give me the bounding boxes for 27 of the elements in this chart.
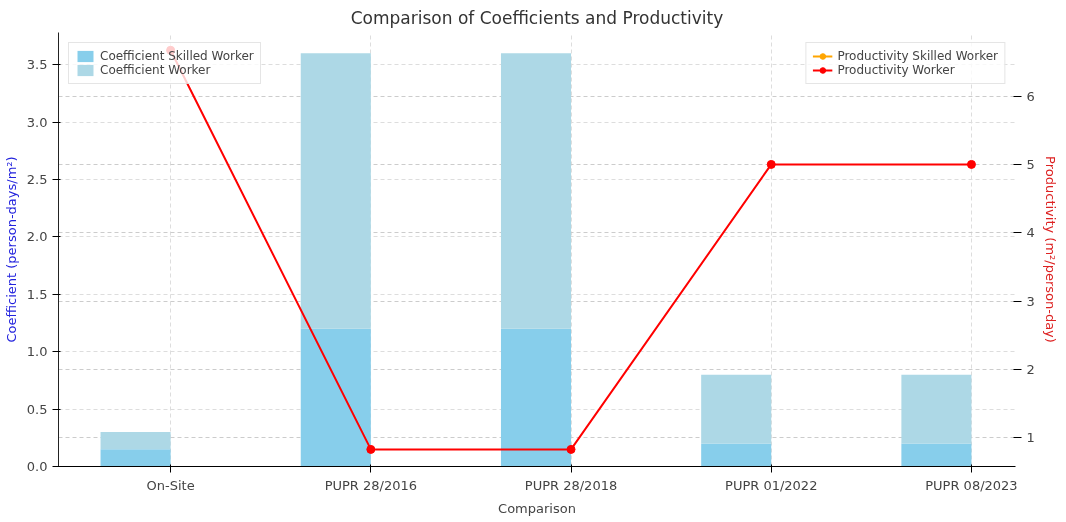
y-tick-label: 2.5: [26, 171, 48, 187]
y2-tick-label: 3: [1026, 293, 1035, 309]
chart-title: Comparison of Coefficients and Productivity: [350, 7, 724, 28]
y-tick-label: 0.0: [26, 459, 48, 474]
y2-tick-label: 6: [1026, 88, 1035, 104]
x-tick-label: PUPR 28/2016: [324, 477, 418, 493]
legend-label: Coefficient Skilled Worker: [100, 49, 254, 63]
x-tick-label: PUPR 01/2022: [725, 477, 818, 493]
y2-tick-label: 2: [1026, 361, 1035, 377]
y-tick-label: 1.0: [26, 344, 48, 360]
legend-label: Coefficient Worker: [100, 63, 211, 77]
y-tick-label: 2.0: [26, 229, 48, 245]
x-tick-label: PUPR 28/2018: [524, 477, 618, 493]
legend-label: Productivity Skilled Worker: [837, 49, 998, 63]
y-tick-label: 0.5: [26, 401, 48, 417]
y2-tick-label: 4: [1026, 225, 1035, 241]
y-tick-label: 1.5: [26, 286, 48, 302]
y-axis-title: Coefficient (person-days/m²): [3, 156, 19, 343]
x-tick-label: On-Site: [146, 477, 195, 493]
legend-label: Productivity Worker: [837, 63, 955, 77]
x-axis-title: Comparison: [498, 500, 576, 516]
y2-tick-label: 1: [1026, 430, 1035, 446]
y-tick-label: 3.5: [26, 57, 48, 73]
y2-tick-label: 5: [1026, 156, 1035, 172]
y-tick-label: 3.0: [26, 114, 48, 130]
y2-axis-title: Productivity (m²/person-day): [1042, 156, 1058, 343]
x-tick-label: PUPR 08/2023: [925, 477, 1018, 493]
